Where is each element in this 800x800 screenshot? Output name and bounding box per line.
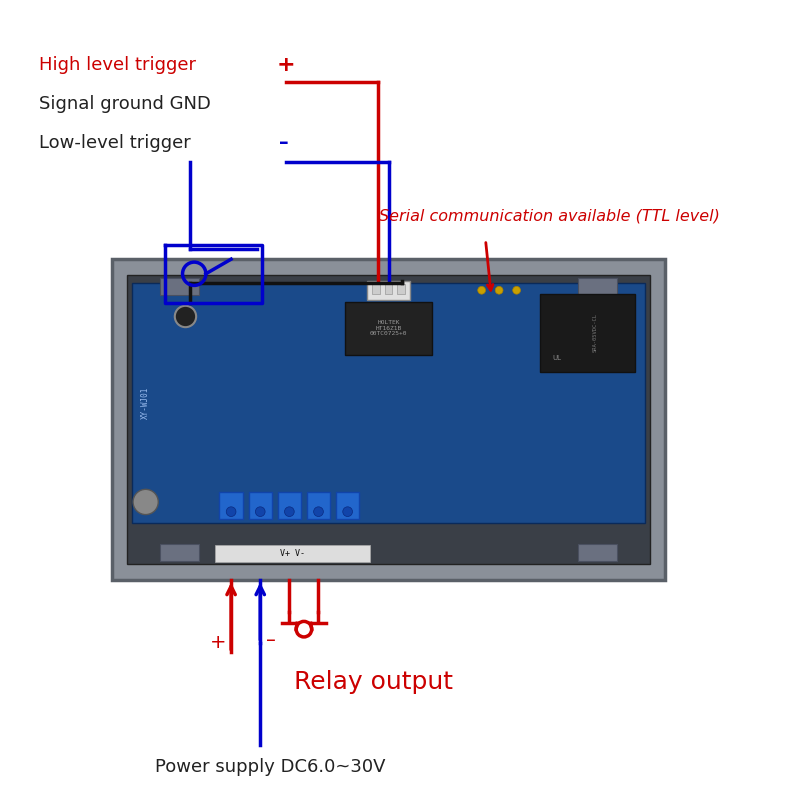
Bar [336, 492, 359, 519]
Text: Relay output: Relay output [294, 670, 454, 694]
Circle shape [133, 490, 158, 514]
Text: +: + [277, 55, 295, 75]
Bar [372, 285, 380, 294]
Text: Power supply DC6.0~30V: Power supply DC6.0~30V [155, 758, 386, 776]
Bar [278, 492, 301, 519]
Bar [249, 492, 272, 519]
Bar [112, 259, 665, 580]
Bar [307, 492, 330, 519]
Bar [367, 281, 410, 300]
Text: XY-WJ01: XY-WJ01 [141, 386, 150, 419]
Bar [385, 285, 392, 294]
Bar [214, 545, 370, 562]
Text: +: + [210, 634, 226, 652]
Text: Signal ground GND: Signal ground GND [39, 95, 210, 113]
Text: Low-level trigger: Low-level trigger [39, 134, 190, 152]
Text: V+ V-: V+ V- [280, 549, 305, 558]
Text: –: – [278, 133, 288, 152]
Bar [219, 492, 242, 519]
Bar [578, 544, 617, 561]
Circle shape [255, 507, 265, 517]
Text: HOLTEK
HT16Z1B
00TC0725+0: HOLTEK HT16Z1B 00TC0725+0 [370, 320, 407, 337]
Bar [540, 294, 635, 372]
Bar [345, 302, 432, 355]
Text: –: – [266, 631, 276, 650]
Bar [160, 278, 199, 295]
Circle shape [478, 286, 486, 294]
Bar [127, 274, 650, 564]
Bar [397, 285, 405, 294]
Text: SRA-05VDC-CL: SRA-05VDC-CL [593, 314, 598, 353]
Text: Serial communication available (TTL level): Serial communication available (TTL leve… [378, 208, 719, 223]
Circle shape [226, 507, 236, 517]
Circle shape [342, 507, 353, 517]
Text: High level trigger: High level trigger [39, 56, 196, 74]
Circle shape [285, 507, 294, 517]
Circle shape [314, 507, 323, 517]
Circle shape [495, 286, 503, 294]
Circle shape [174, 306, 196, 327]
Bar [132, 282, 645, 523]
Circle shape [513, 286, 521, 294]
Bar [578, 278, 617, 295]
Text: UL: UL [553, 355, 562, 362]
Bar [160, 544, 199, 561]
